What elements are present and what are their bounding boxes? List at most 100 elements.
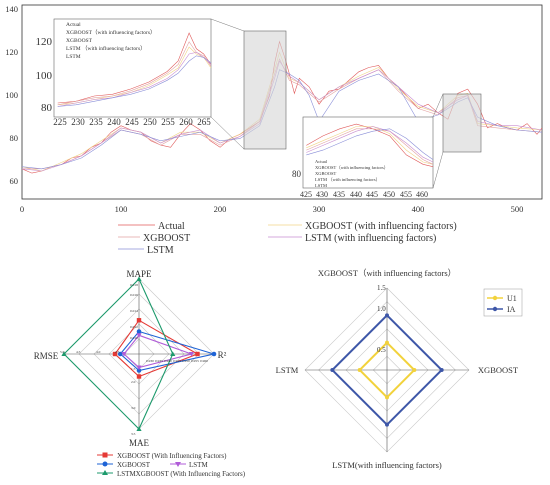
- radar-2-point: [330, 368, 335, 372]
- main-x-axis: 0 100 200 300 400 500: [20, 204, 524, 214]
- radar-1-tick: 0.010: [130, 336, 138, 340]
- radar-2-legend-box: [483, 288, 523, 317]
- zoom-connector: [210, 18, 245, 32]
- radar-point-circle: [117, 351, 123, 357]
- radar-1-tick: 0.014: [130, 309, 138, 313]
- radar-2-legend: U1 IA: [483, 288, 523, 317]
- series-line-4: [306, 128, 434, 160]
- inset-chart-2: 80 425 430 435 440 445 450 455 460 Actua…: [292, 116, 434, 199]
- inset-1-y-tick: 120: [36, 36, 53, 48]
- inset-1-x-tick: 260: [179, 117, 193, 127]
- main-x-tick-label: 300: [313, 204, 326, 214]
- legend-label-actual: Actual: [158, 221, 185, 232]
- radar-1-legend-label: XGBOOST (With Influencing Factors): [117, 452, 227, 460]
- radar-chart-u1-ia: XGBOOST（with influencing factors） XGBOOS…: [276, 268, 523, 470]
- inset-1-x-tick: 250: [143, 117, 157, 127]
- inset-1-x-tick: 235: [89, 117, 103, 127]
- main-plot-frame: [21, 4, 543, 200]
- radar-1-legend-marker-square: [102, 452, 108, 458]
- inset-2-series-lines: [306, 123, 434, 167]
- series-line-3: [306, 126, 434, 163]
- radar-2-tick: 1.5: [377, 284, 386, 292]
- radar-1-axis-label-top: MAPE: [126, 269, 152, 279]
- main-y-tick-label: 140: [5, 4, 18, 14]
- inset-2-x-tick: 455: [400, 190, 412, 199]
- inset-1-x-tick: 230: [71, 117, 85, 127]
- main-y-tick-label: 100: [5, 90, 18, 100]
- radar-2-series: [330, 313, 444, 427]
- inset-2-x-tick: 450: [383, 190, 395, 199]
- radar-2-point: [412, 368, 417, 372]
- radar-1-legend-label: LSTMXGBOOST (With Influencing Factors): [117, 470, 246, 478]
- inset-1-legend-item: LSTM （with influencing factors）: [66, 45, 146, 52]
- radar-point-triangle-down: [136, 333, 142, 338]
- radar-point-square: [136, 318, 142, 323]
- inset-1-legend-item: XGBOOST（with influencing factors）: [66, 29, 156, 36]
- radar-1-tick: 0.935: [155, 359, 163, 363]
- inset-2-x-tick: 440: [350, 190, 362, 199]
- radar-point-triangle-up: [170, 351, 176, 356]
- radar-point-triangle-up: [61, 351, 67, 356]
- main-x-tick-label: 0: [20, 204, 24, 214]
- inset-1-series-lines: [57, 32, 212, 107]
- inset-1-legend-item: LSTM: [66, 54, 81, 60]
- radar-point-circle: [136, 368, 142, 373]
- radar-1-tick: 1.5: [131, 367, 136, 371]
- inset-2-x-tick: 445: [366, 190, 378, 199]
- radar-1-axis-label-left: RMSE: [34, 351, 59, 361]
- radar-1-legend-label: XGBOOST: [117, 461, 151, 469]
- radar-point-triangle-down: [136, 365, 142, 371]
- zoom-region-2: [442, 93, 482, 153]
- inset-1-legend-item: XGBOOST: [66, 38, 93, 44]
- radar-1-legend: XGBOOST (With Influencing Factors) XGBOO…: [97, 452, 246, 478]
- main-y-tick-label: 80: [10, 133, 19, 143]
- series-line-3: [57, 51, 212, 107]
- radar-1-axis-label-right: R²: [218, 350, 227, 360]
- radar-point-triangle-down: [188, 352, 195, 357]
- radar-point-circle: [211, 351, 217, 357]
- main-y-tick-label: 120: [5, 47, 18, 57]
- radar-point-square: [195, 351, 200, 357]
- radar-2-axis-label-right: XGBOOST: [478, 365, 519, 375]
- legend-label-xgboost: XGBOOST: [143, 233, 190, 244]
- inset-1-x-tick: 225: [53, 117, 67, 127]
- radar-2-legend-marker: [492, 295, 498, 301]
- radar-2-point: [385, 313, 389, 318]
- radar-2-point: [385, 422, 389, 427]
- radar-2-point: [385, 395, 389, 400]
- inset-2-legend-item: XGBOOST（with influencing factors）: [315, 165, 388, 170]
- main-x-tick-label: 400: [412, 204, 425, 214]
- radar-1-tick: 0.950: [182, 359, 190, 363]
- radar-1-tick: 0.016: [130, 293, 138, 297]
- radar-1-tick-labels-bottom: 1.5 2.0 3.0 3.5: [131, 367, 136, 436]
- zoom-region-1: [243, 30, 287, 150]
- radar-1-axis-label-bottom: MAE: [129, 438, 150, 448]
- legend-label-lstm: LSTM: [147, 245, 174, 256]
- inset-1-x-tick: 240: [107, 117, 121, 127]
- radar-2-point: [385, 340, 389, 345]
- radar-point-triangle-up: [136, 276, 142, 281]
- radar-1-tick: 0.945: [173, 359, 181, 363]
- inset-2-legend-item: LSTM: [315, 183, 327, 188]
- radar-2-grid: [304, 287, 470, 453]
- radar-1-tick: 4.5: [76, 350, 81, 354]
- legend-label-lstm-if: LSTM (with influencing factors): [305, 233, 436, 244]
- radar-1-tick: 0.940: [164, 359, 172, 363]
- radar-1-tick: 2.0: [131, 380, 136, 384]
- inset-2-legend: Actual XGBOOST（with influencing factors）…: [315, 159, 388, 188]
- radar-1-legend-marker-triangle-up: [102, 470, 108, 475]
- radar-1-tick: 0.018: [130, 283, 138, 287]
- radar-1-tick: 0.012: [130, 325, 138, 329]
- inset-1-y-tick: 80: [41, 102, 53, 114]
- radar-1-legend-marker-circle: [102, 461, 108, 467]
- main-y-tick-label: 60: [10, 176, 19, 186]
- radar-1-tick: 4.0: [96, 350, 101, 354]
- radar-2-tick: 0.5: [377, 346, 386, 354]
- zoom-connector: [210, 116, 245, 150]
- radar-1-tick: 3.5: [131, 432, 136, 436]
- radar-1-tick: 0.930: [146, 359, 154, 363]
- zoom-connector: [432, 93, 444, 118]
- radar-1-legend-label: LSTM: [189, 461, 208, 469]
- radar-point-square: [112, 351, 118, 357]
